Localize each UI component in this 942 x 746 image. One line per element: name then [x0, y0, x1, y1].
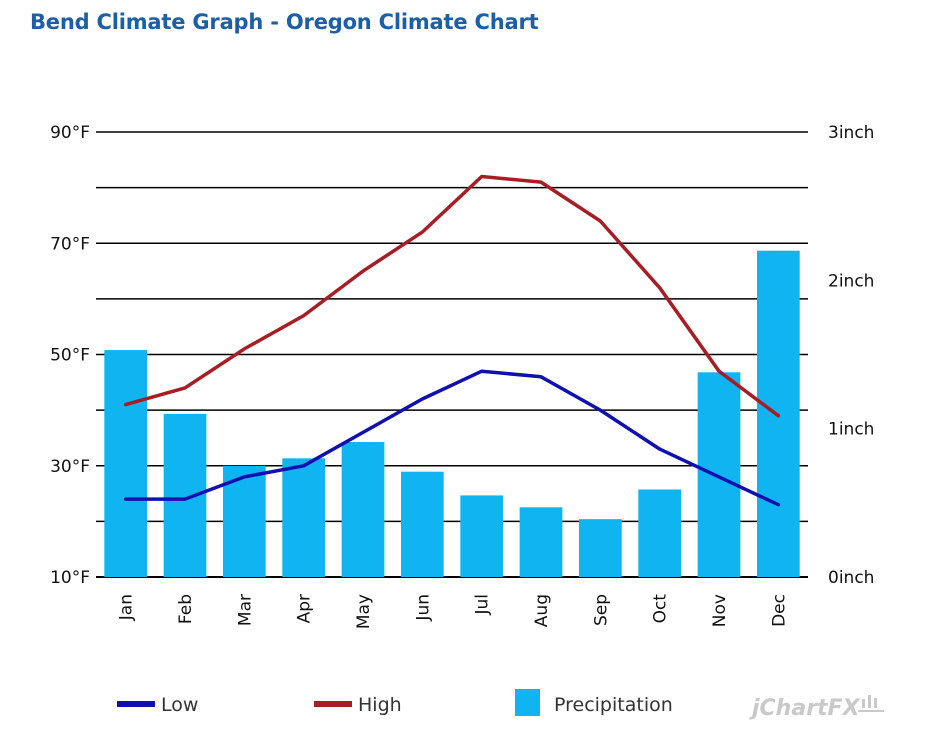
precipitation-bar-oct — [638, 489, 682, 577]
precipitation-bar-jun — [400, 471, 444, 577]
precipitation-bar-sep — [578, 519, 622, 577]
right-tick-label: 0inch — [828, 568, 874, 588]
high-temperature-line — [123, 174, 781, 418]
temperature-lines — [123, 174, 781, 507]
x-tick-label-sep: Sep — [591, 594, 611, 626]
precipitation-bar-aug — [519, 507, 563, 577]
x-tick-label-apr: Apr — [295, 594, 315, 623]
left-tick-label: 10°F — [50, 568, 90, 588]
legend: Low High Precipitation — [117, 689, 673, 716]
x-tick-label-dec: Dec — [769, 594, 789, 627]
legend-swatch-precipitation — [515, 689, 540, 716]
brand-text: jChartFX — [749, 696, 861, 721]
x-tick-label-jan: Jan — [117, 594, 137, 621]
left-tick-label: 30°F — [50, 457, 90, 477]
right-tick-label: 2inch — [828, 271, 874, 291]
legend-swatch-low — [117, 701, 155, 707]
x-tick-label-aug: Aug — [532, 594, 552, 627]
right-tick-label: 1inch — [828, 420, 874, 440]
left-tick-label: 70°F — [50, 234, 90, 254]
x-tick-label-jun: Jun — [413, 594, 433, 622]
precipitation-bar-apr — [282, 458, 326, 577]
left-axis: 90°F 70°F 50°F 30°F 10°F — [50, 123, 90, 588]
logo-bar-2 — [868, 695, 871, 708]
right-axis: 3inch 2inch 1inch 0inch — [828, 123, 874, 588]
logo-base — [858, 710, 884, 712]
logo-bar-1 — [862, 699, 865, 708]
jchartfx-logo: jChartFX — [749, 695, 884, 721]
left-tick-label: 90°F — [50, 123, 90, 143]
x-axis: Jan Feb Mar Apr May Jun Jul Aug Sep Oct Nov Dec — [117, 594, 790, 629]
precipitation-bar-mar — [222, 465, 266, 577]
x-tick-label-mar: Mar — [235, 594, 255, 626]
precipitation-bar-feb — [163, 413, 207, 577]
legend-label-precipitation: Precipitation — [554, 694, 673, 716]
precipitation-bar-jan — [104, 350, 148, 577]
precipitation-bar-may — [341, 442, 385, 577]
x-tick-label-jul: Jul — [473, 594, 493, 616]
logo-bar-3 — [874, 698, 877, 708]
precipitation-bars — [104, 250, 800, 577]
low-temperature-line — [123, 369, 781, 507]
precipitation-bar-jul — [460, 495, 504, 577]
x-tick-label-may: May — [354, 594, 374, 629]
legend-label-low: Low — [161, 694, 198, 716]
grid-lines — [96, 131, 808, 578]
x-tick-label-oct: Oct — [651, 594, 671, 624]
precipitation-bar-nov — [697, 372, 741, 577]
left-tick-label: 50°F — [50, 346, 90, 366]
right-tick-label: 3inch — [828, 123, 874, 143]
chart-title: Bend Climate Graph - Oregon Climate Char… — [30, 10, 539, 34]
x-tick-label-feb: Feb — [176, 594, 196, 624]
legend-label-high: High — [358, 694, 402, 716]
legend-swatch-high — [314, 701, 352, 707]
x-tick-label-nov: Nov — [710, 594, 730, 627]
